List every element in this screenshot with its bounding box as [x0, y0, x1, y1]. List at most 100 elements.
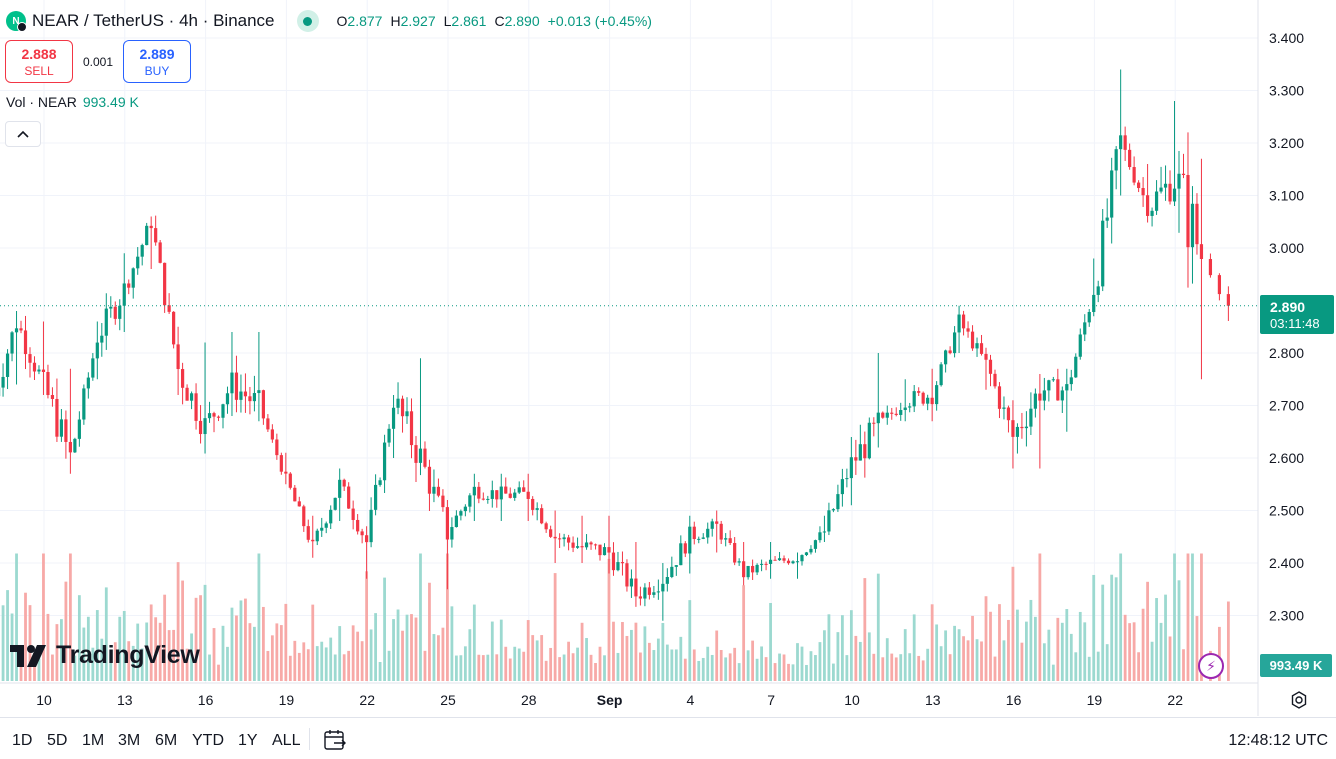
- candle-body: [1172, 188, 1177, 202]
- candle-body: [459, 511, 463, 516]
- candle-body: [1029, 408, 1033, 427]
- candle-body: [427, 466, 432, 494]
- price-tick-label: 3.200: [1269, 135, 1304, 151]
- volume-bar: [697, 660, 701, 681]
- candle-body: [243, 391, 248, 397]
- volume-bar: [306, 649, 310, 681]
- timeframe-all[interactable]: ALL: [272, 732, 301, 749]
- candle-body: [1051, 379, 1055, 381]
- timeframe-6m[interactable]: 6M: [155, 732, 178, 749]
- timeframe-3m[interactable]: 3M: [118, 732, 141, 749]
- candle-body: [562, 537, 566, 540]
- volume-bar: [1114, 577, 1118, 681]
- volume-bar: [472, 604, 476, 681]
- timeframe-1d[interactable]: 1D: [12, 732, 33, 749]
- candle-body: [1006, 407, 1011, 421]
- candle-body: [634, 578, 638, 597]
- timeframe-1y[interactable]: 1Y: [238, 732, 258, 749]
- candle-body: [759, 563, 764, 565]
- candle-body: [59, 419, 64, 437]
- collapse-legend-button[interactable]: [5, 121, 41, 147]
- candle-body: [517, 487, 521, 493]
- candle-body: [1096, 286, 1100, 295]
- volume-bar: [423, 650, 427, 681]
- candle-body: [1145, 195, 1150, 216]
- candle-body: [329, 509, 333, 524]
- volume-bar: [773, 663, 777, 681]
- candle-body: [656, 591, 660, 593]
- candle-body: [818, 532, 822, 541]
- price-chart[interactable]: 3.400 3.300 3.200 3.100 3.000 2.800 2.700 2.600…: [0, 0, 1336, 716]
- lightning-icon[interactable]: ⚡: [1198, 653, 1224, 679]
- volume-bar: [553, 573, 557, 681]
- volume-bar: [405, 614, 409, 681]
- volume-bar: [517, 648, 521, 681]
- volume-bar: [787, 663, 790, 681]
- market-open-icon[interactable]: [296, 10, 319, 32]
- candle-body: [351, 508, 355, 520]
- tradingview-logo[interactable]: TradingView: [10, 641, 200, 670]
- timeframe-ytd[interactable]: YTD: [192, 732, 224, 749]
- volume-bar: [782, 654, 786, 681]
- volume-bar: [508, 658, 512, 681]
- volume-bar: [760, 646, 763, 681]
- ohlc-low-label: L: [443, 13, 452, 29]
- volume-bar: [459, 655, 463, 681]
- volume-bar: [921, 660, 925, 681]
- volume-bar: [769, 602, 772, 681]
- volume-bar: [854, 635, 858, 681]
- volume-legend[interactable]: Vol · NEAR 993.49 K: [6, 94, 139, 110]
- volume-bar: [1029, 599, 1033, 681]
- volume-bar: [122, 610, 126, 681]
- volume-bars: [1, 553, 1230, 681]
- candle-body: [382, 442, 387, 481]
- volume-bar: [450, 606, 454, 681]
- candle-body: [872, 422, 876, 424]
- volume-bar: [185, 648, 189, 681]
- price-axis[interactable]: 3.400 3.300 3.200 3.100 3.000 2.800 2.700 2.600…: [1269, 30, 1304, 624]
- buy-button[interactable]: 2.889 BUY: [123, 40, 191, 83]
- candle-body: [697, 538, 701, 540]
- price-tick-label: 2.500: [1269, 503, 1304, 519]
- candle-body: [1, 376, 5, 388]
- utc-clock[interactable]: 12:48:12 UTC: [1228, 732, 1328, 749]
- candle-body: [1114, 149, 1118, 171]
- volume-bar: [495, 654, 499, 681]
- timeframe-5d[interactable]: 5D: [47, 732, 68, 749]
- settings-icon[interactable]: [1288, 689, 1310, 711]
- volume-bar: [490, 621, 494, 681]
- volume-bar: [791, 664, 795, 681]
- volume-axis-label: 993.49 K: [1260, 654, 1332, 677]
- volume-bar: [962, 636, 965, 681]
- volume-bar: [127, 641, 131, 681]
- volume-bar: [567, 641, 570, 681]
- candle-body: [360, 531, 364, 536]
- price-tick-label: 3.100: [1269, 188, 1304, 204]
- time-axis[interactable]: 10 13 16 19 22 25 28 Sep 4 7 10 13 16 19 22: [36, 692, 1183, 708]
- volume-bar: [670, 649, 674, 681]
- sell-button[interactable]: 2.888 SELL: [5, 40, 73, 83]
- candle-body: [571, 542, 575, 548]
- candle-body: [508, 493, 512, 498]
- volume-bar: [42, 553, 45, 681]
- volume-bar: [571, 653, 575, 681]
- symbol-title[interactable]: NEAR / TetherUS · 4h · Binance: [32, 11, 275, 30]
- volume-bar: [95, 610, 99, 681]
- candle-body: [1132, 167, 1136, 183]
- calendar-range-icon[interactable]: [322, 728, 348, 752]
- volume-bar: [410, 614, 413, 681]
- time-tick-label: 13: [925, 692, 941, 708]
- candle-body: [266, 418, 270, 430]
- volume-bar: [365, 571, 369, 681]
- candle-body: [1128, 149, 1132, 168]
- volume-bar: [948, 654, 952, 681]
- volume-bar: [441, 627, 445, 681]
- candle-body: [1181, 173, 1186, 176]
- timeframe-1m[interactable]: 1M: [82, 732, 105, 749]
- volume-bar: [580, 622, 584, 681]
- volume-bar: [890, 653, 894, 681]
- volume-bar: [1025, 621, 1028, 681]
- volume-bar: [396, 609, 400, 681]
- volume-bar: [1182, 649, 1185, 681]
- volume-bar: [549, 647, 553, 681]
